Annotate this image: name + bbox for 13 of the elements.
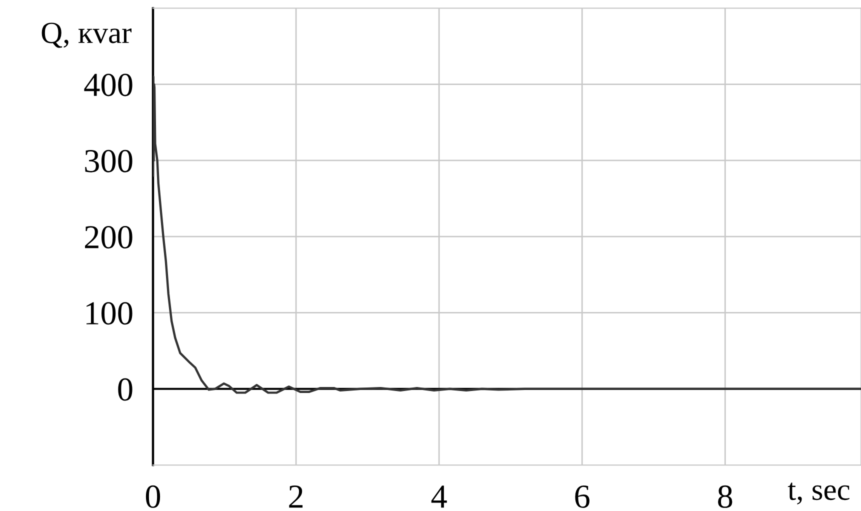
x-axis-title: t, sec (788, 482, 850, 504)
y-tick-label: 0 (118, 378, 132, 401)
y-tick-label: 100 (86, 302, 132, 325)
x-tick-label: 0 (146, 485, 160, 508)
y-tick-label: 300 (85, 150, 132, 172)
x-tick-label: 2 (289, 486, 303, 508)
y-axis-title: Q, кvar (42, 22, 132, 48)
x-tick-label: 8 (718, 485, 732, 508)
x-tick-label: 6 (575, 486, 590, 508)
y-tick-label: 400 (84, 74, 132, 96)
x-tick-label: 4 (431, 486, 447, 508)
y-tick-label: 200 (85, 226, 132, 248)
line-series (153, 76, 861, 394)
